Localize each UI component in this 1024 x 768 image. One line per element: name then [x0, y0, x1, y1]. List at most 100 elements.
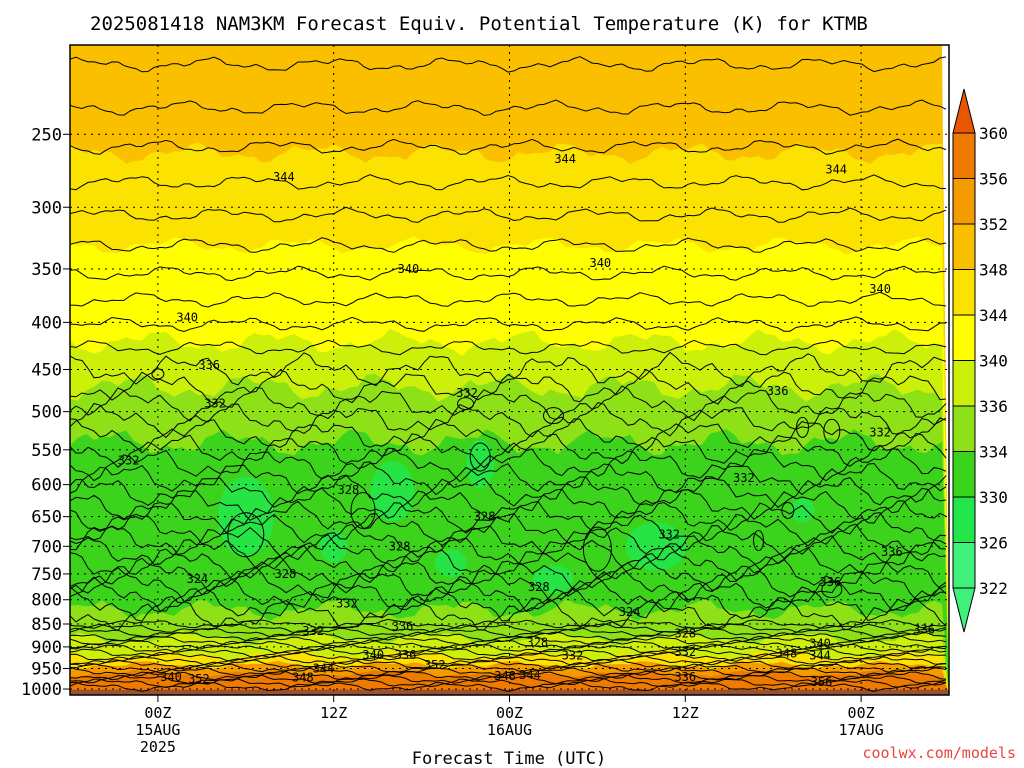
contour-label: 340 [160, 670, 182, 684]
contour-label: 324 [187, 572, 209, 586]
contour-line [70, 417, 947, 454]
contour-line [70, 523, 947, 559]
contour-ring [753, 530, 765, 552]
contour-ring [227, 512, 265, 558]
colorbar-swatch [952, 314, 976, 361]
contour-label: 332 [733, 471, 755, 485]
contour-label: 332 [204, 397, 226, 411]
colorbar-swatch [952, 542, 976, 589]
contour-label: 336 [913, 623, 935, 637]
pressure-tick-label: 950 [31, 660, 62, 680]
contour-line [70, 586, 947, 622]
contour-label: 328 [474, 510, 496, 524]
contour-label: 352 [424, 658, 446, 672]
contour-label: 332 [118, 454, 140, 468]
contour-ring [821, 581, 843, 599]
contour-label: 328 [528, 580, 550, 594]
ground-fill [70, 689, 949, 695]
contour-line [70, 597, 947, 632]
contour-line [70, 56, 947, 73]
low-theta-e-core [370, 461, 415, 522]
colorbar-label: 336 [979, 397, 1008, 416]
time-tick-label: 17AUG [839, 721, 884, 739]
contour-line [70, 447, 947, 483]
contour-line [70, 666, 947, 678]
contour-label: 332 [674, 645, 696, 659]
contour-label: 340 [589, 256, 611, 270]
contour-label: 352 [188, 672, 210, 686]
contour-line [70, 651, 947, 662]
credit-link[interactable]: coolwx.com/models [862, 744, 1016, 762]
contour-line [70, 339, 947, 356]
contour-ring [582, 526, 612, 572]
pressure-tick-label: 1000 [21, 680, 62, 700]
contour-line [70, 99, 947, 116]
colorbar-label: 348 [979, 261, 1008, 280]
contour-label: 332 [658, 528, 680, 542]
contour-line [70, 618, 947, 629]
contour-line [70, 316, 947, 333]
time-tick-label: 2025 [140, 738, 176, 756]
colorbar-swatch [952, 269, 976, 316]
contour-line [70, 544, 947, 581]
contour-label: 340 [398, 262, 420, 276]
contour-label: 328 [338, 483, 360, 497]
contour-line [70, 627, 947, 638]
contour-line [70, 351, 947, 388]
contour-line [70, 623, 947, 633]
low-theta-e-core [626, 522, 686, 571]
time-tick-label: 15AUG [135, 721, 180, 739]
contour-label: 332 [302, 624, 324, 638]
contour-line [70, 402, 947, 439]
contour-label: 336 [392, 619, 414, 633]
contour-line [70, 432, 947, 469]
contour-label: 336 [395, 648, 417, 662]
pressure-tick-label: 550 [31, 441, 62, 461]
contour-label: 328 [275, 567, 297, 581]
colorbar-swatch [952, 223, 976, 270]
colorbar-swatch [952, 451, 976, 498]
contour-label: 332 [336, 597, 358, 611]
contour-line [70, 647, 947, 658]
contour-label: 340 [809, 636, 831, 650]
time-tick-label: 00Z [496, 704, 523, 722]
contour-line [70, 385, 947, 422]
contour-line [70, 643, 947, 654]
contour-line [70, 670, 947, 681]
colorbar-swatch [952, 360, 976, 407]
contour-ring [350, 491, 376, 529]
contour-line [70, 678, 947, 689]
pressure-tick-label: 600 [31, 476, 62, 496]
pressure-tick-label: 700 [31, 537, 62, 557]
contour-label: 332 [562, 649, 584, 663]
contour-label: 344 [809, 649, 831, 663]
contour-line [70, 681, 947, 693]
colorbar-label: 334 [979, 443, 1008, 462]
low-theta-e-core [790, 498, 815, 523]
contour-line [70, 512, 947, 547]
contour-line [70, 631, 947, 642]
contour-line [70, 655, 947, 666]
time-tick-label: 12Z [320, 704, 347, 722]
low-theta-e-core [533, 565, 574, 594]
contour-ring [781, 501, 795, 519]
contour-line [70, 138, 947, 155]
colorbar-max-arrow [952, 88, 976, 134]
pressure-axis: 250 300 350 400 450 500 550 600 650 700 750 800 850 9… [21, 125, 70, 700]
pressure-tick-label: 850 [31, 615, 62, 635]
colorbar-label: 360 [979, 124, 1008, 143]
x-axis-title: Forecast Time (UTC) [412, 749, 606, 768]
contour-line [70, 487, 947, 521]
contour-label: 328 [389, 539, 411, 553]
contour-label: 344 [273, 170, 295, 184]
colorbar-label: 356 [979, 170, 1008, 189]
contour-label: 336 [819, 575, 841, 589]
colorbar-swatch [952, 132, 976, 179]
colorbar-swatch [952, 496, 976, 543]
colorbar-label: 352 [979, 215, 1008, 234]
contour-ring [469, 442, 491, 472]
theta-e-contours [70, 56, 947, 693]
